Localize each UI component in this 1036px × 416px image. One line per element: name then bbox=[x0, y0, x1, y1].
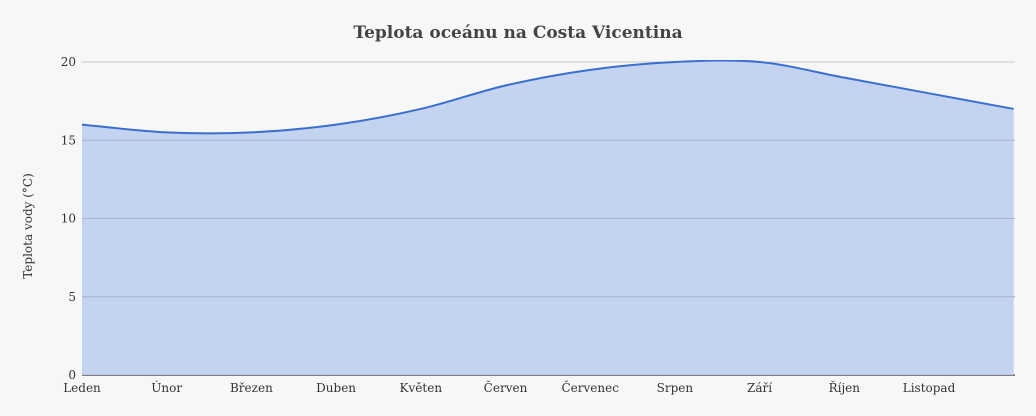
series-area-fill bbox=[82, 60, 1014, 375]
y-axis-ticks: 0 5 10 15 20 bbox=[61, 55, 76, 382]
x-tick-label: Září bbox=[747, 381, 772, 395]
x-axis-ticks: Leden Únor Březen Duben Květen Červen Červenec… bbox=[63, 379, 955, 395]
x-tick-label: Červen bbox=[484, 379, 528, 395]
x-tick-label: Duben bbox=[316, 381, 356, 395]
x-tick-label: Listopad bbox=[903, 381, 956, 395]
x-tick-label: Říjen bbox=[829, 380, 861, 395]
x-tick-label: Březen bbox=[230, 381, 273, 395]
x-tick-label: Červenec bbox=[561, 379, 619, 395]
y-tick-label: 20 bbox=[61, 55, 76, 69]
series-line bbox=[82, 60, 1014, 135]
y-tick-label: 10 bbox=[61, 212, 76, 226]
x-tick-label: Leden bbox=[63, 381, 101, 395]
y-axis-label: Teplota vody (°C) bbox=[21, 173, 35, 279]
chart-title: Teplota oceánu na Costa Vicentina bbox=[353, 23, 682, 43]
x-tick-label: Únor bbox=[151, 379, 182, 395]
series-area bbox=[82, 60, 1015, 375]
y-tick-label: 0 bbox=[68, 368, 76, 382]
y-tick-label: 5 bbox=[68, 290, 76, 304]
x-tick-label: Květen bbox=[400, 381, 443, 395]
x-tick-label: Srpen bbox=[657, 381, 694, 395]
y-tick-label: 15 bbox=[61, 133, 76, 147]
